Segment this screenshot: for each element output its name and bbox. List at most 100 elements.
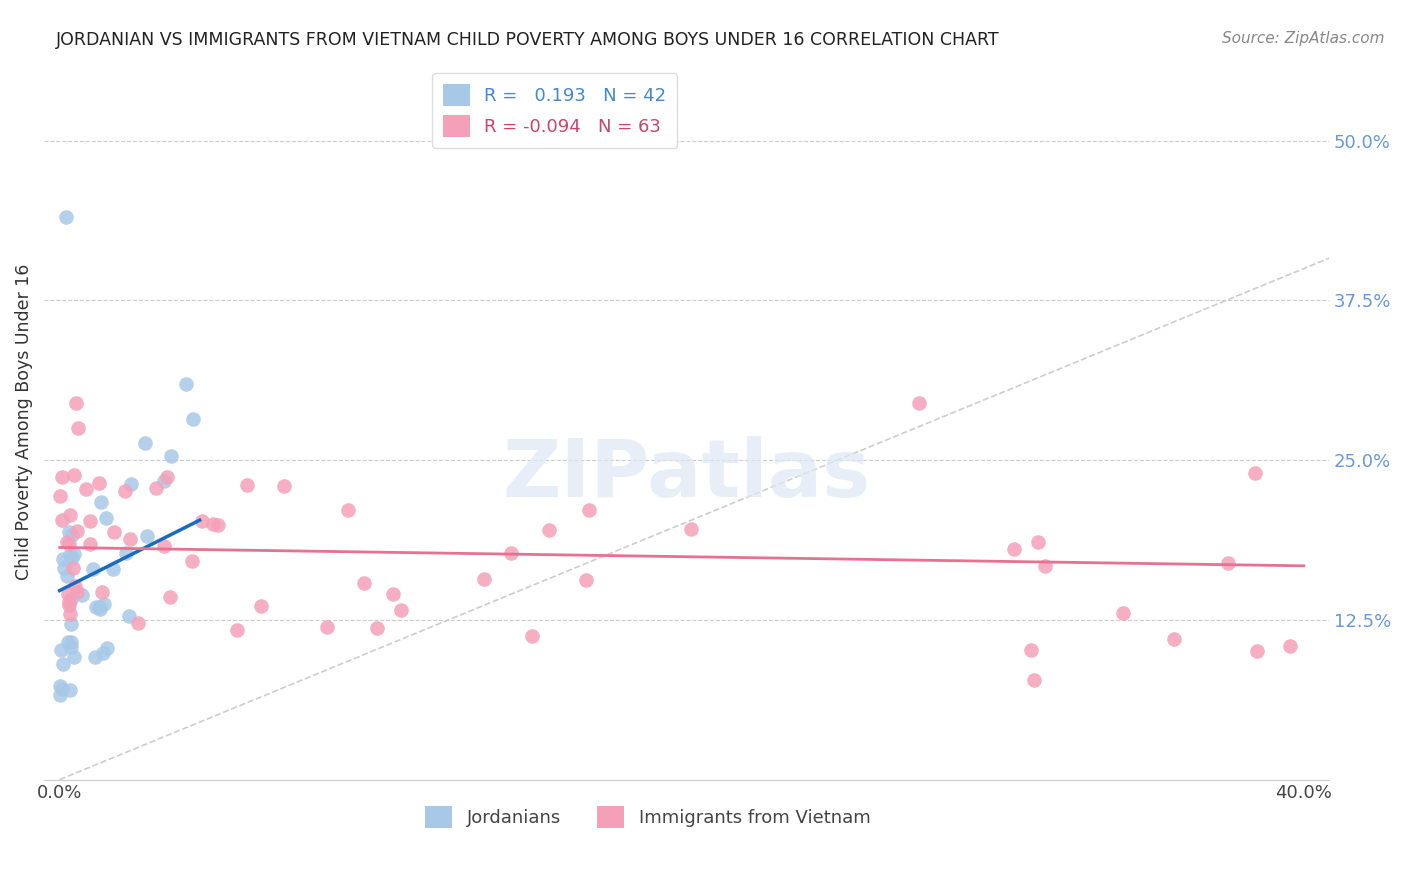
- Point: [236, 477, 259, 491]
- Point: [59, 508, 82, 523]
- Point: [59, 592, 82, 607]
- Point: [96, 640, 118, 655]
- Point: [90, 495, 112, 509]
- Point: [87, 475, 110, 490]
- Point: [56, 534, 79, 549]
- Point: [63, 547, 86, 561]
- Point: [315, 620, 337, 634]
- Point: [520, 629, 543, 643]
- Y-axis label: Child Poverty Among Boys Under 16: Child Poverty Among Boys Under 16: [15, 264, 32, 580]
- Point: [79, 514, 101, 528]
- Point: [66, 584, 89, 599]
- Point: [191, 514, 214, 528]
- Point: [59, 683, 82, 698]
- Point: [156, 469, 179, 483]
- Point: [181, 412, 204, 426]
- Point: [207, 518, 229, 533]
- Point: [153, 539, 176, 553]
- Point: [159, 591, 181, 605]
- Point: [84, 599, 107, 614]
- Point: [49, 642, 72, 657]
- Point: [63, 649, 86, 664]
- Point: [94, 511, 117, 525]
- Point: [176, 377, 198, 392]
- Point: [51, 513, 73, 527]
- Point: [79, 537, 101, 551]
- Point: [1244, 466, 1267, 480]
- Point: [52, 552, 75, 566]
- Point: [103, 525, 125, 540]
- Legend: Jordanians, Immigrants from Vietnam: Jordanians, Immigrants from Vietnam: [418, 798, 877, 835]
- Point: [58, 548, 80, 562]
- Point: [366, 621, 388, 635]
- Point: [48, 688, 70, 702]
- Point: [578, 502, 600, 516]
- Point: [60, 528, 83, 542]
- Text: ZIPatlas: ZIPatlas: [502, 436, 870, 514]
- Point: [389, 603, 412, 617]
- Point: [62, 561, 84, 575]
- Point: [60, 640, 83, 654]
- Point: [52, 657, 75, 671]
- Point: [58, 598, 80, 612]
- Point: [91, 646, 114, 660]
- Point: [180, 554, 202, 568]
- Point: [153, 474, 176, 488]
- Point: [58, 607, 80, 621]
- Point: [472, 572, 495, 586]
- Point: [82, 562, 104, 576]
- Text: Source: ZipAtlas.com: Source: ZipAtlas.com: [1222, 31, 1385, 46]
- Point: [53, 560, 76, 574]
- Point: [1246, 644, 1268, 658]
- Point: [51, 470, 73, 484]
- Point: [1002, 542, 1025, 557]
- Point: [89, 599, 111, 614]
- Point: [51, 681, 73, 696]
- Point: [538, 524, 561, 538]
- Point: [58, 537, 80, 551]
- Point: [49, 489, 72, 503]
- Point: [60, 635, 83, 649]
- Point: [120, 477, 142, 491]
- Point: [353, 576, 375, 591]
- Point: [58, 524, 80, 539]
- Point: [226, 623, 249, 637]
- Point: [575, 573, 598, 587]
- Point: [127, 616, 149, 631]
- Point: [70, 588, 93, 602]
- Point: [1112, 606, 1135, 620]
- Point: [89, 602, 111, 616]
- Point: [145, 481, 167, 495]
- Point: [59, 617, 82, 632]
- Point: [118, 532, 141, 546]
- Point: [337, 502, 360, 516]
- Point: [56, 569, 79, 583]
- Point: [250, 599, 273, 613]
- Point: [273, 479, 295, 493]
- Point: [1019, 643, 1042, 657]
- Point: [114, 483, 136, 498]
- Point: [101, 562, 124, 576]
- Point: [679, 522, 702, 536]
- Point: [93, 597, 115, 611]
- Point: [55, 211, 77, 225]
- Text: JORDANIAN VS IMMIGRANTS FROM VIETNAM CHILD POVERTY AMONG BOYS UNDER 16 CORRELATI: JORDANIAN VS IMMIGRANTS FROM VIETNAM CHI…: [56, 31, 1000, 49]
- Point: [90, 584, 112, 599]
- Point: [66, 524, 89, 538]
- Point: [63, 579, 86, 593]
- Point: [1216, 556, 1239, 570]
- Point: [1026, 535, 1049, 549]
- Point: [60, 551, 83, 566]
- Point: [1279, 639, 1302, 653]
- Point: [49, 679, 72, 693]
- Point: [135, 529, 157, 543]
- Point: [1163, 632, 1185, 646]
- Point: [66, 421, 89, 435]
- Point: [75, 482, 97, 496]
- Point: [382, 586, 405, 600]
- Point: [159, 449, 181, 463]
- Point: [202, 517, 225, 532]
- Point: [499, 546, 522, 560]
- Point: [56, 635, 79, 649]
- Point: [118, 608, 141, 623]
